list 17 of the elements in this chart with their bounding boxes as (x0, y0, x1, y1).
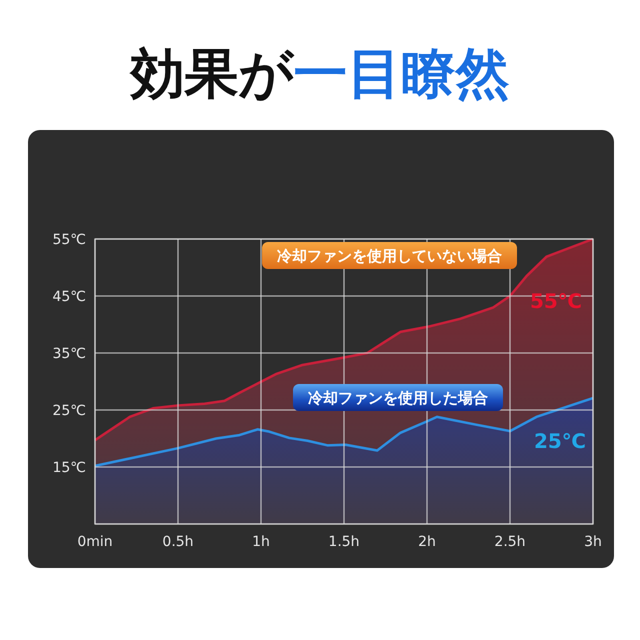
x-tick-label: 1.5h (328, 534, 360, 550)
x-tick-label: 1h (252, 534, 270, 550)
x-tick-label: 0.5h (162, 534, 194, 550)
x-tick-label: 2.5h (494, 534, 526, 550)
annotation: 55℃ (530, 289, 582, 313)
y-tick-label: 45℃ (52, 289, 86, 305)
y-tick-label: 25℃ (52, 403, 86, 419)
chart-title: 効果が一目瞭然 (128, 42, 510, 105)
series-label: 冷却ファンを使用していない場合 (277, 247, 502, 265)
y-tick-label: 15℃ (52, 460, 86, 476)
x-tick-label: 2h (418, 534, 436, 550)
series-label: 冷却ファンを使用した場合 (308, 389, 488, 407)
x-tick-label: 0min (77, 534, 113, 550)
x-tick-label: 3h (584, 534, 602, 550)
annotation: 25℃ (534, 429, 586, 453)
y-tick-label: 35℃ (52, 346, 86, 362)
y-tick-label: 55℃ (52, 232, 86, 248)
